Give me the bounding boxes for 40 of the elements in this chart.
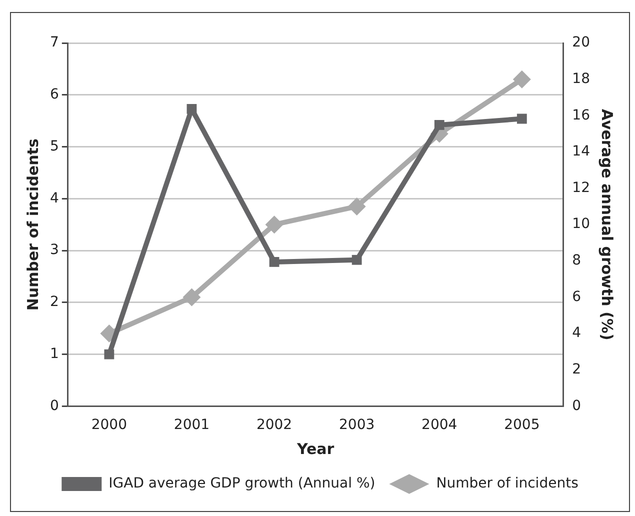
y2-tick-label: 4 (572, 325, 582, 342)
point (104, 349, 114, 360)
y-tick-label: 2 (50, 294, 59, 310)
y-axis-title: Number of incidents (24, 138, 42, 311)
x-tick-label: 2005 (504, 417, 540, 434)
y2-tick-label: 16 (572, 107, 590, 124)
point (516, 114, 527, 124)
point (265, 216, 284, 234)
y-tick-label: 7 (50, 34, 59, 51)
x-axis-title: Year (296, 440, 335, 458)
y2-tick-label: 6 (572, 288, 582, 305)
legend-label: Number of incidents (436, 476, 578, 492)
y-tick-label: 5 (50, 138, 59, 154)
y2-tick-label: 20 (572, 34, 590, 51)
y2-tick-label: 0 (572, 398, 582, 414)
x-tick-label: 2001 (174, 417, 210, 434)
point (269, 257, 280, 267)
point (186, 104, 197, 114)
point (352, 254, 362, 265)
x-tick-label: 2004 (422, 417, 458, 434)
x-tick-label: 2003 (339, 417, 375, 434)
y2-tick-label: 18 (572, 70, 590, 87)
x-tick-label: 2000 (91, 417, 127, 434)
y-tick-label: 0 (50, 398, 59, 414)
y2-tick-label: 2 (572, 362, 582, 378)
y2-tick-label: 10 (572, 216, 590, 232)
y2-tick-label: 12 (572, 180, 590, 196)
legend-label: IGAD average GDP growth (Annual %) (108, 476, 376, 492)
point (348, 197, 366, 216)
y2-tick-label: 14 (572, 144, 590, 160)
y2-axis-title: Average annual growth (%) (598, 108, 616, 340)
y-tick-label: 4 (50, 190, 59, 206)
point (512, 70, 531, 88)
y-tick-label: 1 (50, 346, 59, 362)
point (182, 288, 201, 306)
y2-tick-label: 8 (572, 252, 582, 269)
y-tick-label: 3 (50, 242, 59, 258)
point (434, 120, 444, 130)
x-tick-label: 2002 (256, 417, 292, 434)
y-tick-label: 6 (50, 86, 59, 103)
